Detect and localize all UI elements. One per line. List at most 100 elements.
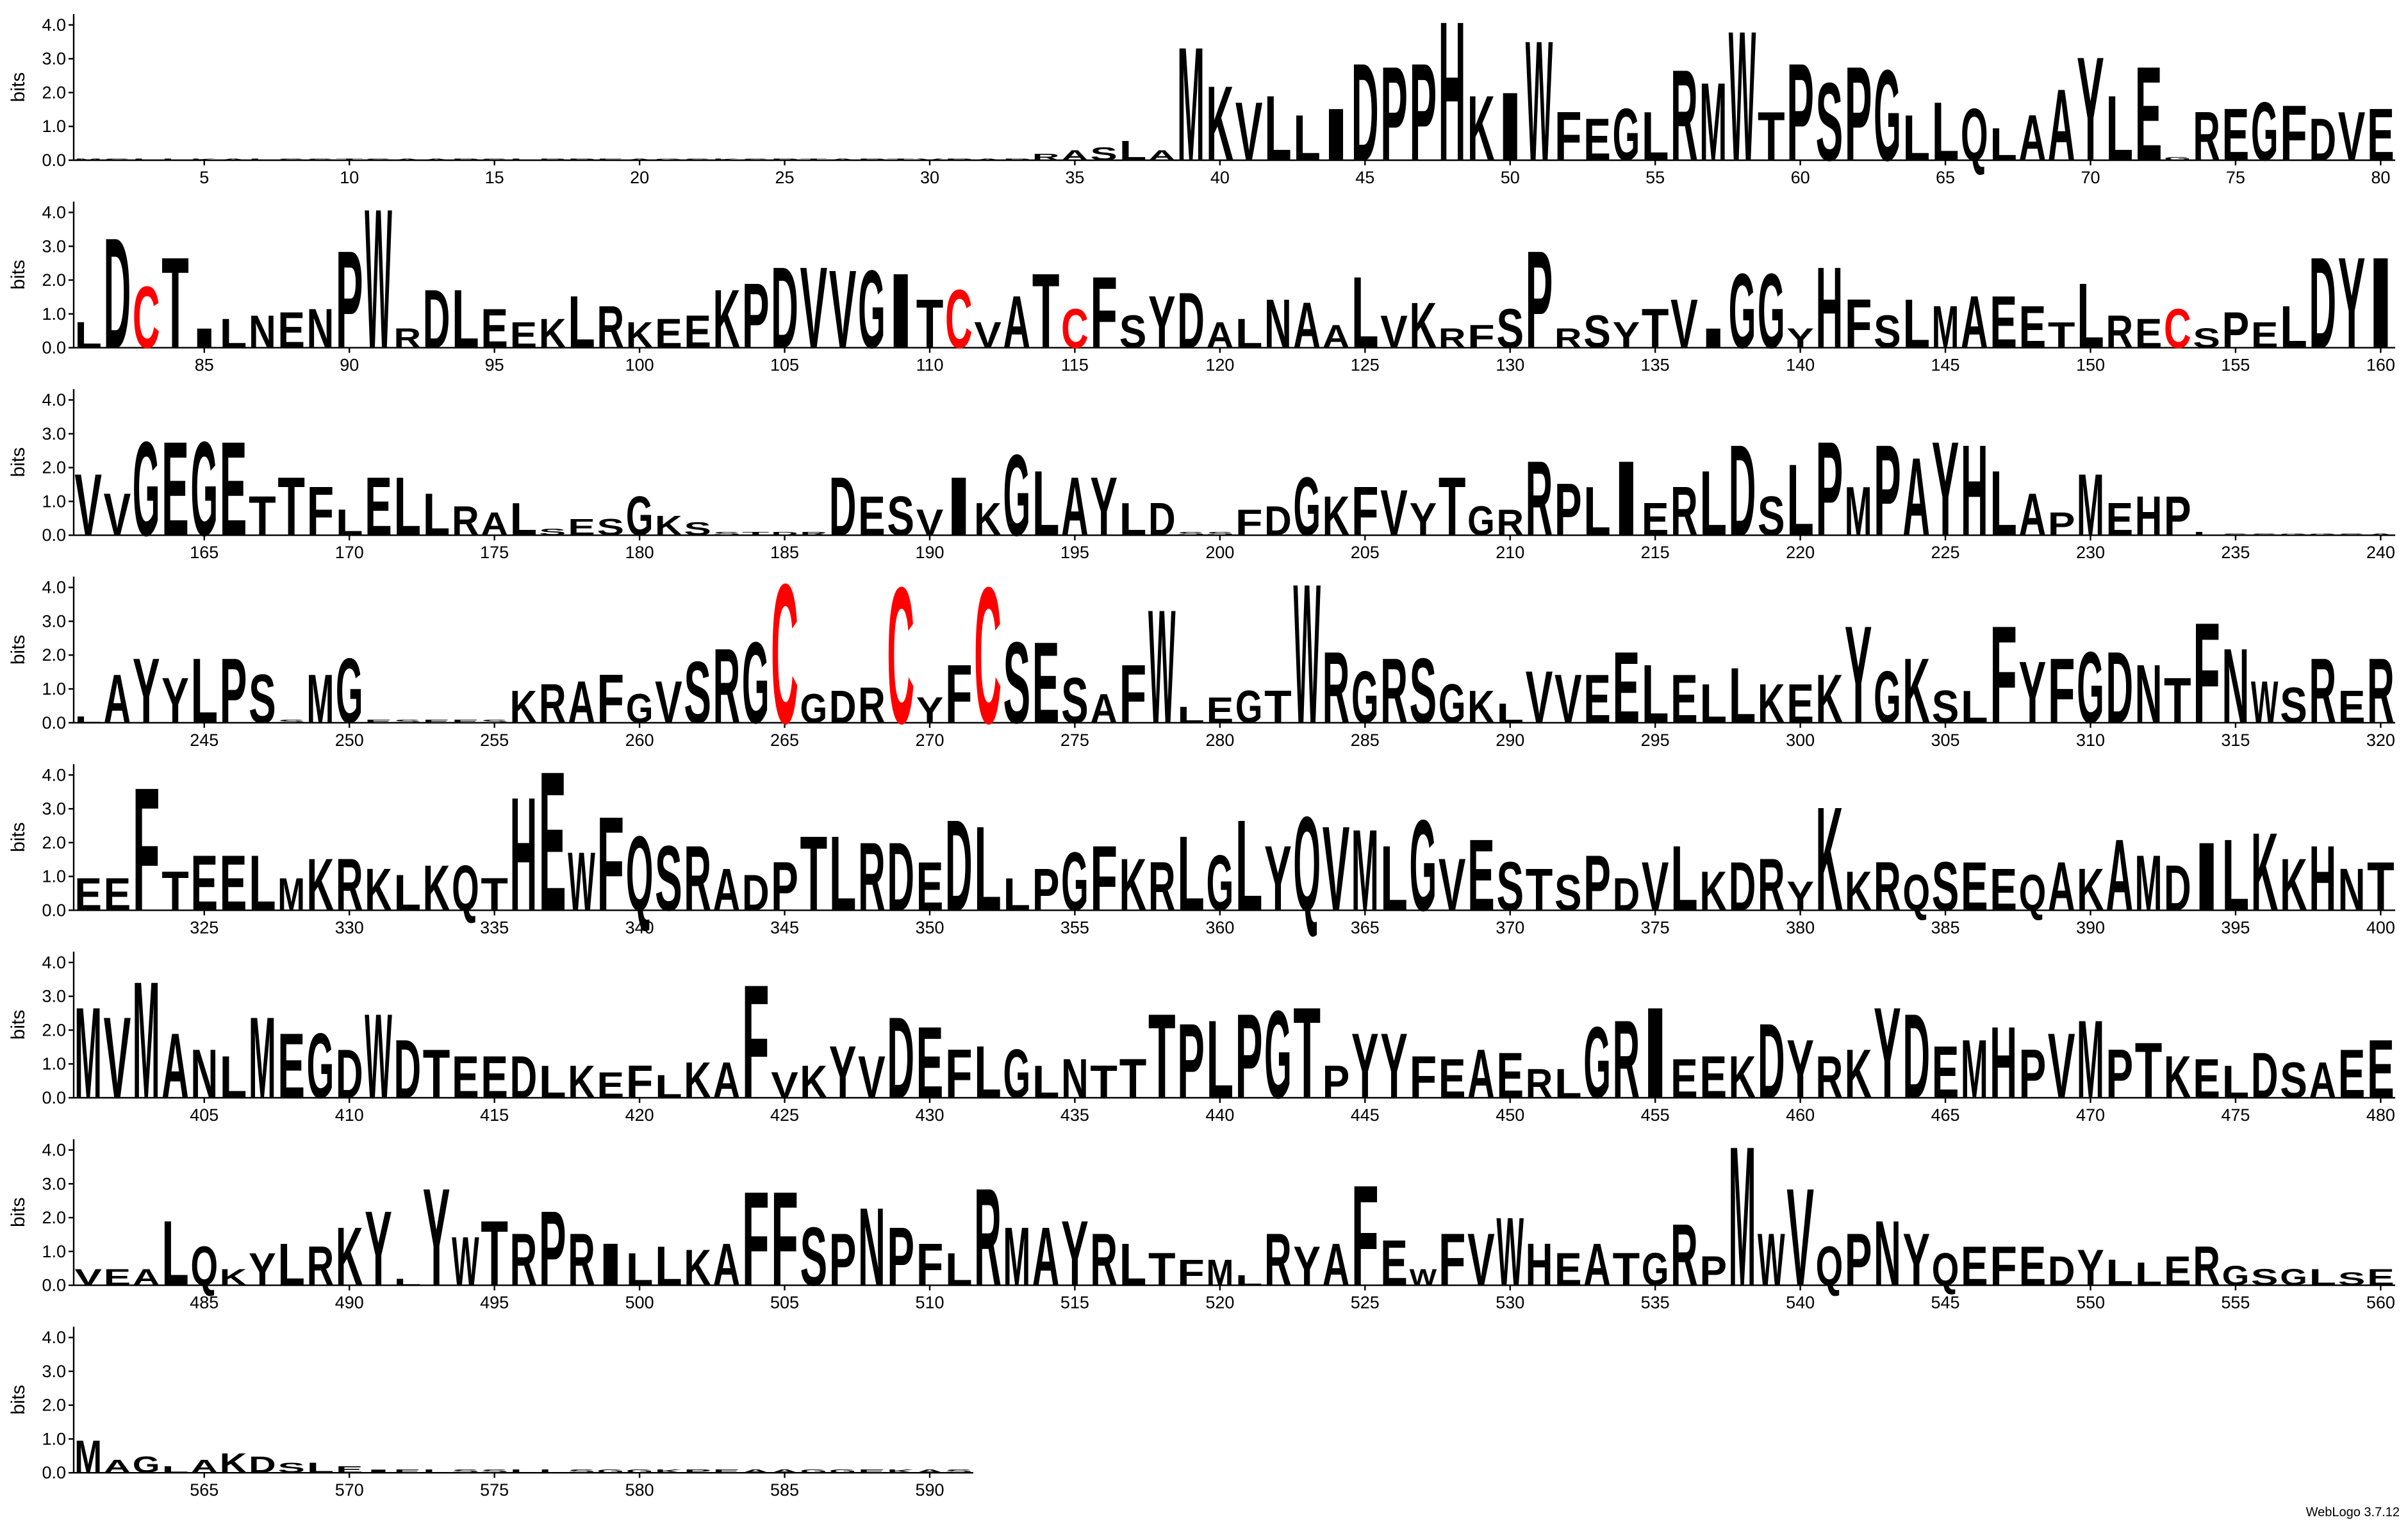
letter: R bbox=[1816, 1043, 1843, 1111]
letter: T bbox=[1758, 98, 1785, 176]
x-tick-label: 35 bbox=[1065, 168, 1084, 187]
x-tick-label: 145 bbox=[1931, 356, 1960, 375]
x-tick-label: 395 bbox=[2221, 918, 2250, 937]
y-tick-label: 1.0 bbox=[42, 117, 66, 136]
letter: G bbox=[336, 640, 363, 743]
letter: G bbox=[742, 619, 770, 748]
letter: T bbox=[1148, 1244, 1176, 1296]
letter: W bbox=[2251, 668, 2279, 736]
letter: Y bbox=[2077, 1239, 2104, 1296]
letter: N bbox=[2135, 648, 2163, 741]
letter: I bbox=[2193, 823, 2220, 932]
letter: R bbox=[858, 823, 886, 932]
x-tick-label: 285 bbox=[1351, 731, 1380, 750]
letter: E bbox=[74, 869, 102, 921]
letter: S bbox=[1496, 848, 1524, 925]
y-axis-label: bits bbox=[8, 634, 29, 665]
y-tick-label: 2.0 bbox=[42, 833, 66, 852]
letter: E bbox=[568, 514, 595, 540]
letter: G bbox=[133, 1452, 160, 1477]
letter: P bbox=[858, 158, 886, 161]
letter: L bbox=[1554, 1061, 1582, 1107]
letter: W bbox=[452, 1223, 479, 1301]
letter: S bbox=[597, 514, 625, 540]
letter: P bbox=[684, 1469, 711, 1474]
letter: P bbox=[1032, 856, 1060, 923]
letter: V bbox=[104, 481, 131, 549]
y-tick-label: 0.0 bbox=[42, 151, 66, 170]
letter: K bbox=[539, 310, 566, 357]
letter: A bbox=[2048, 69, 2075, 183]
letter: R bbox=[1526, 1061, 1553, 1107]
x-tick-label: 270 bbox=[915, 731, 944, 750]
letter: G bbox=[2164, 156, 2191, 161]
x-tick-label: 110 bbox=[916, 356, 943, 375]
letter: S bbox=[2251, 533, 2279, 536]
x-tick-label: 60 bbox=[1791, 168, 1810, 187]
letter: E bbox=[481, 297, 508, 360]
letter: W bbox=[1729, 0, 1756, 200]
letter: Y bbox=[1786, 323, 1814, 354]
letter: L bbox=[220, 310, 247, 357]
letter: V bbox=[974, 314, 1002, 356]
letter: I bbox=[365, 1469, 392, 1474]
letter: M bbox=[2077, 456, 2104, 554]
letter: F bbox=[1467, 318, 1495, 355]
letter: S bbox=[2280, 1052, 2307, 1109]
letter: V bbox=[916, 501, 944, 543]
x-tick-label: 565 bbox=[190, 1480, 219, 1500]
letter: L bbox=[2135, 1256, 2163, 1293]
y-axis-label: bits bbox=[8, 1197, 29, 1227]
letter: D bbox=[249, 1452, 276, 1477]
x-tick-label: 30 bbox=[920, 168, 939, 187]
letter: I bbox=[945, 460, 973, 553]
letter: E bbox=[1613, 631, 1640, 745]
letter: S bbox=[277, 1460, 305, 1476]
letter: K bbox=[2077, 856, 2104, 923]
letter: K bbox=[1699, 860, 1727, 922]
letter: K bbox=[1207, 64, 1234, 183]
letter: L bbox=[1380, 827, 1408, 931]
letter: D bbox=[1264, 498, 1292, 545]
letter: D bbox=[742, 864, 770, 922]
letter: F bbox=[1235, 501, 1263, 543]
letter: G bbox=[1410, 794, 1437, 939]
letter: S bbox=[1554, 864, 1582, 922]
letter: E bbox=[2106, 494, 2133, 546]
letter: F bbox=[1410, 1043, 1437, 1111]
letter: L bbox=[74, 314, 102, 356]
letter: K bbox=[684, 1052, 711, 1109]
letter: F bbox=[307, 473, 334, 550]
x-tick-label: 255 bbox=[480, 731, 509, 750]
letter: L bbox=[1235, 1273, 1263, 1289]
letter: E bbox=[1032, 619, 1060, 748]
letter: L bbox=[655, 1235, 682, 1297]
letter: F bbox=[1090, 256, 1117, 370]
x-tick-label: 65 bbox=[1936, 168, 1955, 187]
letter: E bbox=[2135, 39, 2163, 189]
x-tick-label: 235 bbox=[2221, 543, 2250, 562]
letter: S bbox=[684, 519, 711, 540]
letter: G bbox=[1729, 252, 1756, 371]
letter: G bbox=[1235, 681, 1263, 733]
letter: L bbox=[1119, 1231, 1147, 1298]
letter: V bbox=[1380, 306, 1408, 358]
letter: S bbox=[713, 531, 741, 536]
letter: L bbox=[1990, 119, 2017, 170]
letter: V bbox=[2048, 1014, 2075, 1118]
letter: E bbox=[161, 414, 189, 564]
letter: G bbox=[858, 248, 886, 372]
y-tick-label: 1.0 bbox=[42, 492, 66, 511]
letter: L bbox=[1583, 473, 1611, 550]
x-tick-label: 585 bbox=[770, 1480, 799, 1500]
letter: D bbox=[1758, 1002, 1785, 1121]
letter: L bbox=[161, 1464, 189, 1475]
y-tick-label: 1.0 bbox=[42, 1054, 66, 1073]
letter: M bbox=[277, 869, 305, 921]
letter: D bbox=[887, 823, 914, 932]
letter: P bbox=[1583, 840, 1611, 927]
x-tick-label: 115 bbox=[1061, 356, 1089, 375]
x-tick-label: 320 bbox=[2366, 731, 2395, 750]
x-tick-label: 510 bbox=[915, 1293, 944, 1312]
x-tick-label: 200 bbox=[1205, 543, 1234, 562]
